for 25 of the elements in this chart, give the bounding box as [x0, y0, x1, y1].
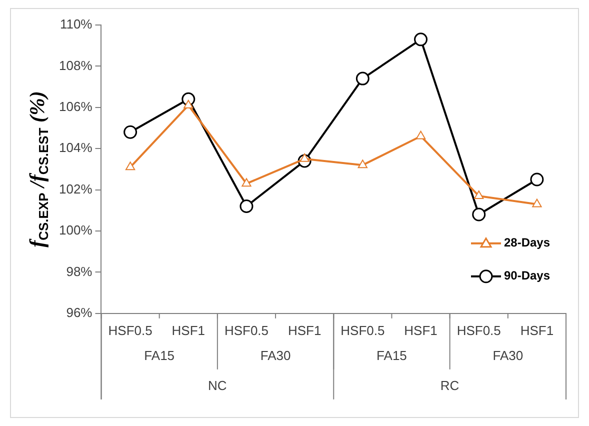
y-tick-label: 106%: [59, 98, 93, 114]
x-tick-label: HSF0.5: [108, 322, 152, 338]
x-tick-label: HSF1: [404, 322, 438, 338]
x-tick-label: HSF1: [172, 322, 206, 338]
y-axis-title: fCS.EXP /fCS.EST (%): [25, 90, 51, 248]
y-tick-label: 98%: [66, 264, 93, 279]
x-tick-label: HSF0.5: [224, 322, 269, 338]
y-tick-label: 110%: [60, 16, 93, 32]
x-tick-label: HSF1: [288, 322, 322, 338]
y-tick-label: 102%: [59, 181, 93, 196]
x-tick-label: HSF1: [520, 322, 554, 338]
text: FA30: [492, 348, 524, 363]
text: RC: [440, 378, 460, 393]
y-tick-label: 96%: [66, 304, 93, 320]
legend-label: 28-Days: [504, 236, 550, 250]
text: FA30: [260, 348, 291, 363]
text: FA15: [144, 348, 175, 363]
text: FA15: [376, 348, 407, 363]
y-tick-label: 100%: [59, 222, 93, 238]
y-tick-label: 104%: [59, 140, 93, 156]
text: NC: [208, 378, 227, 393]
legend-label: 90-Days: [504, 268, 550, 283]
y-tick-label: 108%: [59, 58, 93, 73]
x-tick-label: HSF0.5: [456, 322, 501, 338]
x-tick-label: HSF0.5: [340, 322, 385, 338]
